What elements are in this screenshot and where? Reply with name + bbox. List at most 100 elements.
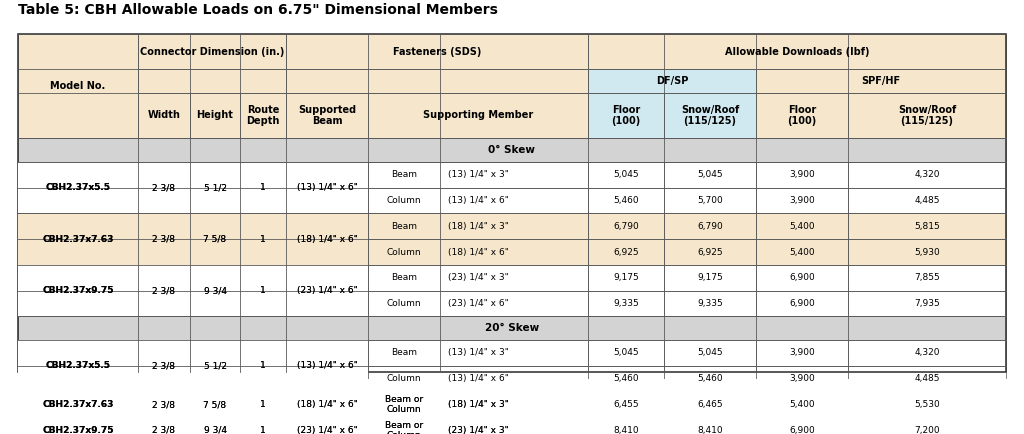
Text: 1: 1 xyxy=(260,183,266,192)
Text: Route
Depth: Route Depth xyxy=(247,105,280,126)
Polygon shape xyxy=(18,162,138,214)
Text: 2 3/8: 2 3/8 xyxy=(153,362,175,370)
Polygon shape xyxy=(287,265,368,316)
Polygon shape xyxy=(240,392,286,418)
Polygon shape xyxy=(368,392,588,418)
Polygon shape xyxy=(588,93,664,138)
Polygon shape xyxy=(138,34,286,69)
Polygon shape xyxy=(848,214,1006,239)
Polygon shape xyxy=(368,93,588,138)
Text: 5,460: 5,460 xyxy=(613,374,639,383)
Polygon shape xyxy=(756,392,848,418)
Polygon shape xyxy=(848,340,1006,366)
Text: 1: 1 xyxy=(260,400,266,409)
Text: CBH2.37x7.63: CBH2.37x7.63 xyxy=(42,235,114,243)
Text: (13) 1/4" x 6": (13) 1/4" x 6" xyxy=(297,362,357,370)
Polygon shape xyxy=(138,162,189,213)
Polygon shape xyxy=(190,340,240,391)
Polygon shape xyxy=(190,392,240,417)
Polygon shape xyxy=(18,340,137,391)
Polygon shape xyxy=(369,392,588,417)
Polygon shape xyxy=(286,340,368,392)
Text: (23) 1/4" x 6": (23) 1/4" x 6" xyxy=(297,426,357,434)
Polygon shape xyxy=(664,366,756,392)
Text: (13) 1/4" x 6": (13) 1/4" x 6" xyxy=(447,374,509,383)
Polygon shape xyxy=(138,93,190,138)
Text: 2 3/8: 2 3/8 xyxy=(153,286,175,295)
Text: 5,045: 5,045 xyxy=(613,170,639,179)
Text: 8,410: 8,410 xyxy=(697,426,723,434)
Text: 4,320: 4,320 xyxy=(914,349,940,358)
Text: 6,900: 6,900 xyxy=(790,273,815,282)
Polygon shape xyxy=(138,162,190,214)
Text: DF/SP: DF/SP xyxy=(655,76,688,86)
Text: Beam or
Column: Beam or Column xyxy=(385,421,423,434)
Polygon shape xyxy=(848,187,1006,214)
Polygon shape xyxy=(756,265,848,291)
Polygon shape xyxy=(138,392,190,418)
Polygon shape xyxy=(664,162,756,187)
Polygon shape xyxy=(138,214,190,265)
Polygon shape xyxy=(286,34,588,69)
Polygon shape xyxy=(18,392,138,418)
Text: 7 5/8: 7 5/8 xyxy=(204,235,226,243)
Text: SPF/HF: SPF/HF xyxy=(861,76,900,86)
Text: 5,400: 5,400 xyxy=(790,247,815,256)
Polygon shape xyxy=(138,214,189,265)
Polygon shape xyxy=(848,93,1006,138)
Text: 7 5/8: 7 5/8 xyxy=(204,400,226,409)
Text: 6,900: 6,900 xyxy=(790,426,815,434)
Polygon shape xyxy=(664,340,756,366)
Polygon shape xyxy=(756,340,848,366)
Polygon shape xyxy=(664,214,756,239)
Text: 7,855: 7,855 xyxy=(914,273,940,282)
Polygon shape xyxy=(848,418,1006,434)
Text: 7,200: 7,200 xyxy=(914,426,940,434)
Polygon shape xyxy=(368,239,588,265)
Text: 5,815: 5,815 xyxy=(914,222,940,231)
Text: 3,900: 3,900 xyxy=(790,374,815,383)
Polygon shape xyxy=(18,34,138,138)
Text: Beam or
Column: Beam or Column xyxy=(385,395,423,414)
Text: Fasteners (SDS): Fasteners (SDS) xyxy=(393,46,481,56)
Text: 1: 1 xyxy=(260,235,266,243)
Polygon shape xyxy=(240,340,286,392)
Polygon shape xyxy=(664,291,756,316)
Text: Beam: Beam xyxy=(391,273,417,282)
Text: 9 3/4: 9 3/4 xyxy=(204,286,226,295)
Text: 5 1/2: 5 1/2 xyxy=(204,362,226,370)
Text: (18) 1/4" x 3": (18) 1/4" x 3" xyxy=(447,400,509,409)
Polygon shape xyxy=(190,340,240,392)
Text: 6,790: 6,790 xyxy=(613,222,639,231)
Polygon shape xyxy=(756,69,1006,93)
Text: Model No.: Model No. xyxy=(50,81,105,91)
Polygon shape xyxy=(664,239,756,265)
Polygon shape xyxy=(286,392,368,418)
Text: Table 5: CBH Allowable Loads on 6.75" Dimensional Members: Table 5: CBH Allowable Loads on 6.75" Di… xyxy=(18,3,498,17)
Polygon shape xyxy=(588,392,664,418)
Polygon shape xyxy=(588,291,664,316)
Text: (13) 1/4" x 6": (13) 1/4" x 6" xyxy=(297,183,357,192)
Polygon shape xyxy=(588,340,664,366)
Text: 3,900: 3,900 xyxy=(790,196,815,205)
Polygon shape xyxy=(190,214,240,265)
Polygon shape xyxy=(588,69,756,93)
Polygon shape xyxy=(241,162,286,213)
Polygon shape xyxy=(138,265,190,316)
Polygon shape xyxy=(18,162,137,213)
Polygon shape xyxy=(190,214,240,265)
Text: 1: 1 xyxy=(260,286,266,295)
Polygon shape xyxy=(190,265,240,316)
Text: 8,410: 8,410 xyxy=(613,426,639,434)
Text: 5 1/2: 5 1/2 xyxy=(204,183,226,192)
Polygon shape xyxy=(190,418,240,434)
Polygon shape xyxy=(848,265,1006,291)
Text: (13) 1/4" x 6": (13) 1/4" x 6" xyxy=(297,183,357,192)
Text: 1: 1 xyxy=(260,426,266,434)
Polygon shape xyxy=(138,418,190,434)
Polygon shape xyxy=(368,418,588,434)
Text: 1: 1 xyxy=(260,183,266,192)
Text: CBH2.37x9.75: CBH2.37x9.75 xyxy=(42,426,114,434)
Polygon shape xyxy=(756,162,848,187)
Text: 6,455: 6,455 xyxy=(613,400,639,409)
